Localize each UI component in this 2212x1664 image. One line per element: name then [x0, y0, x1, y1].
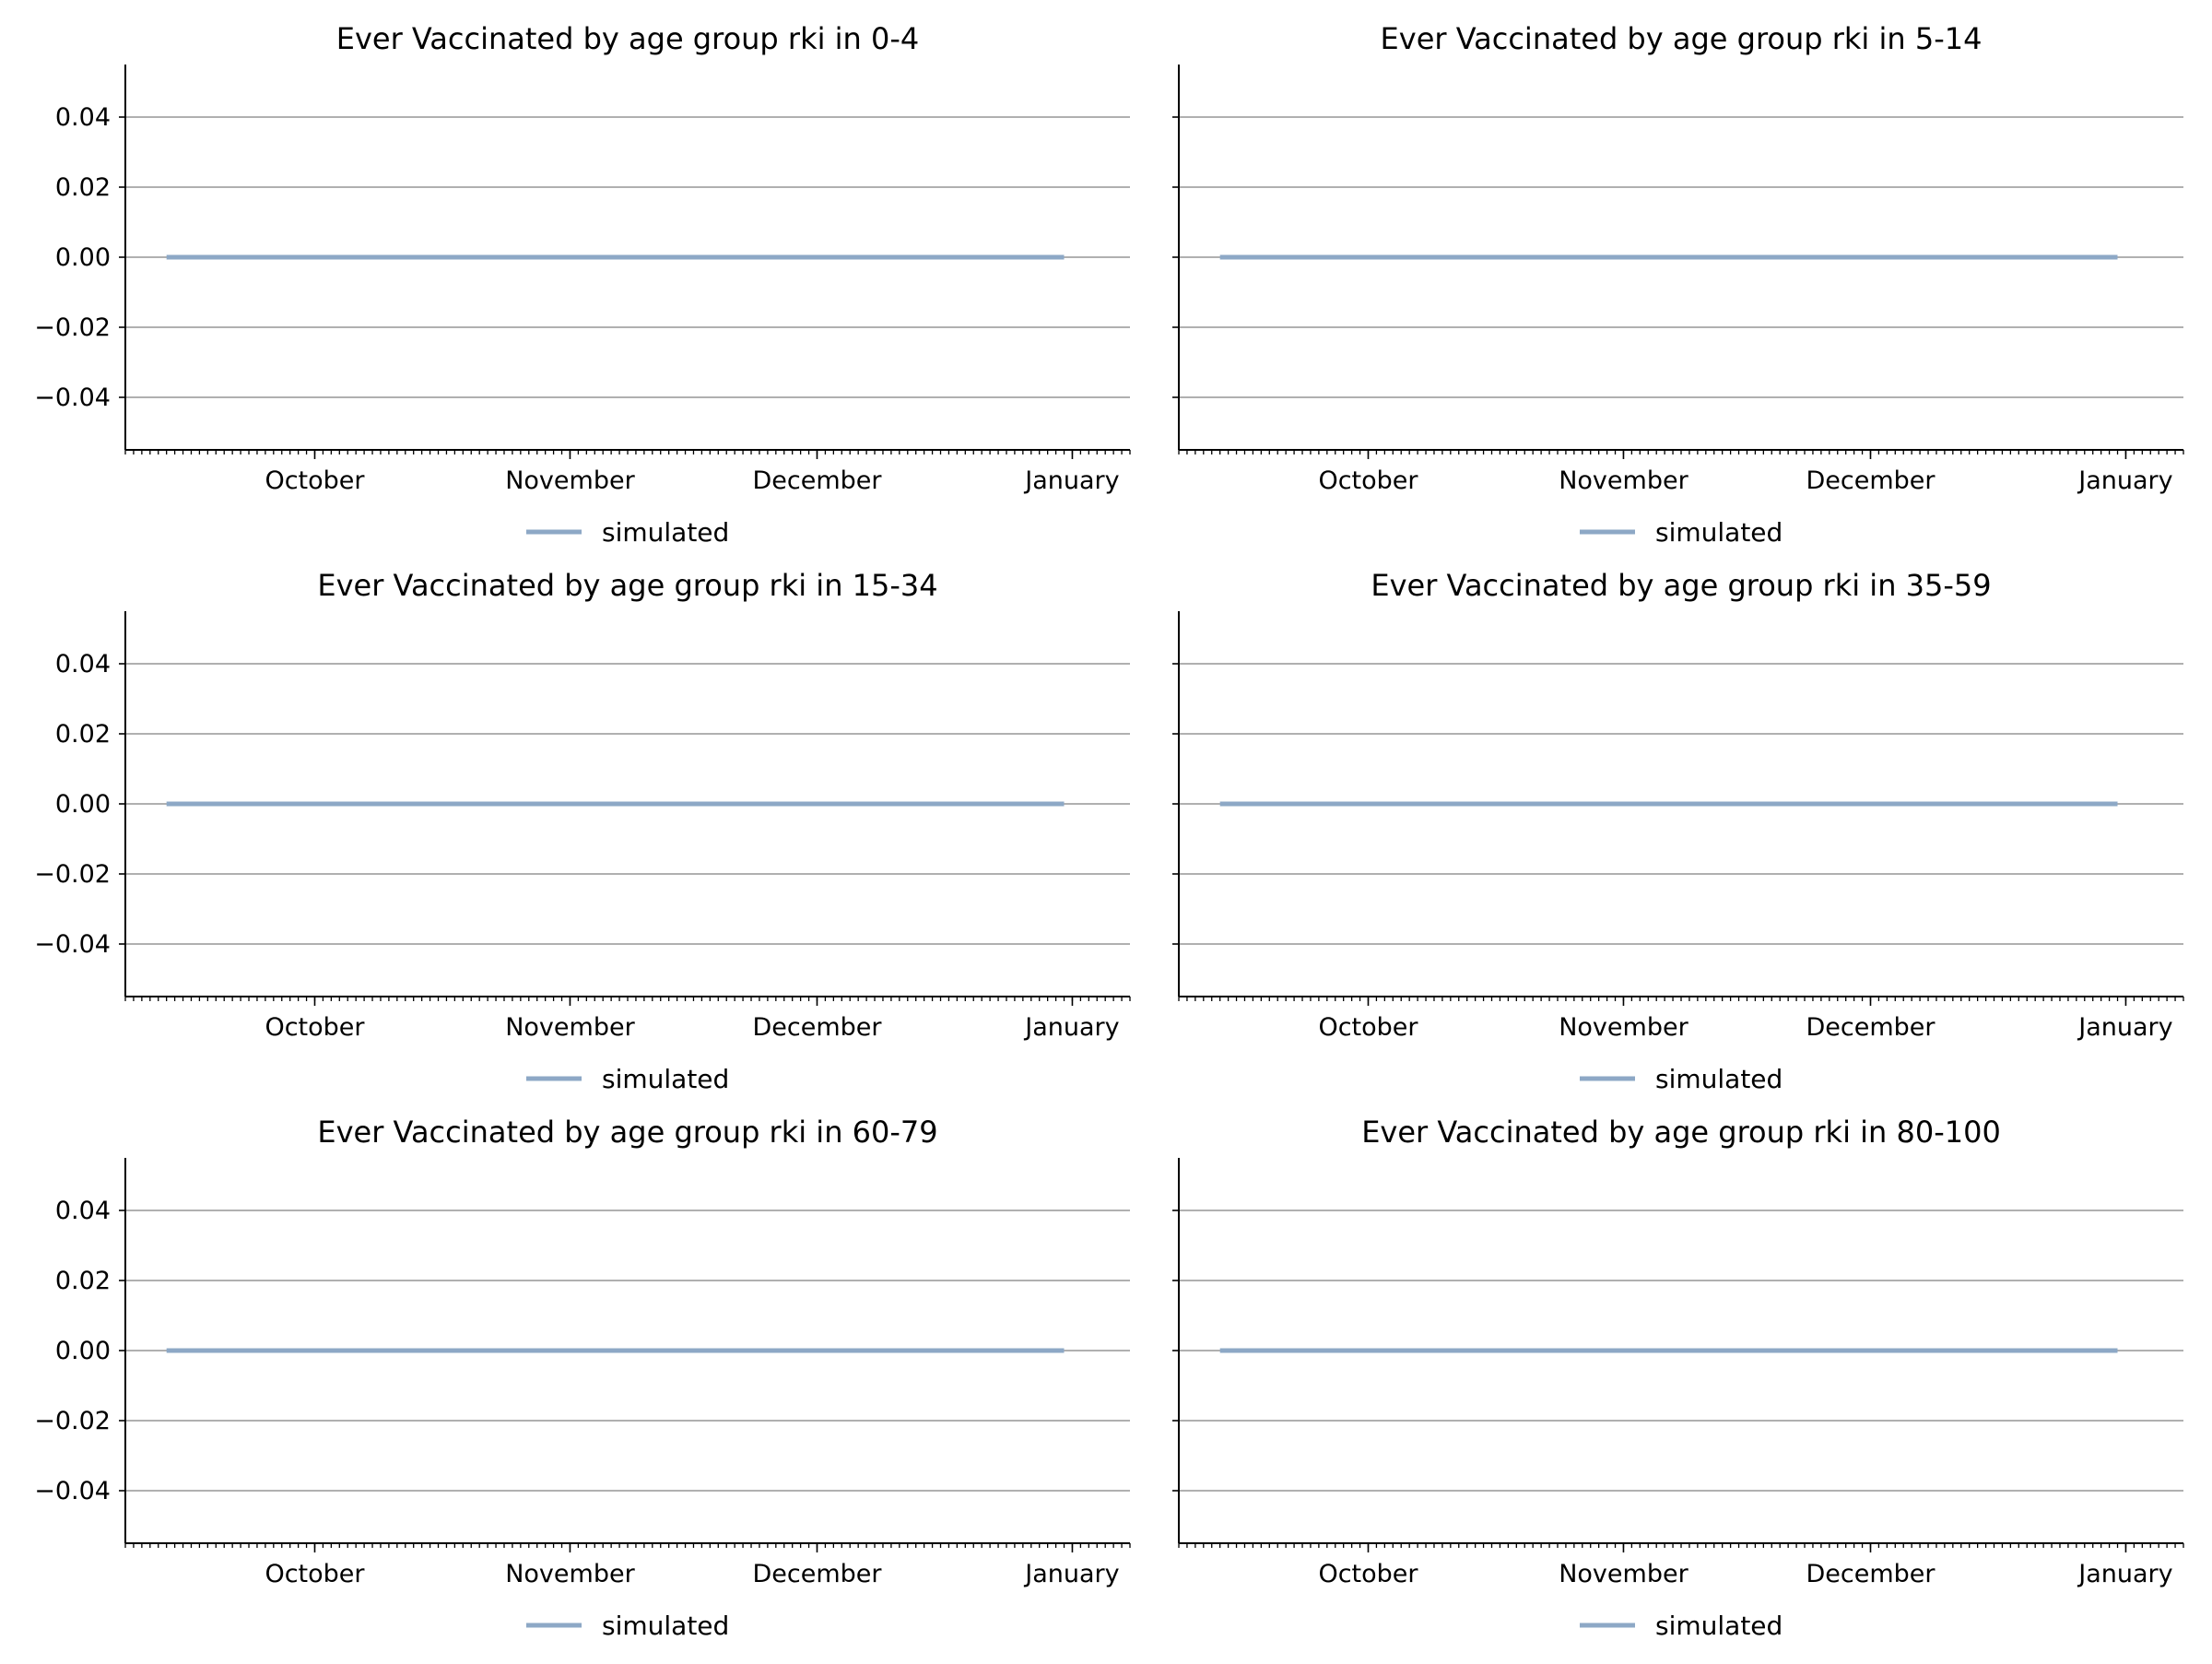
x-tick-label: October: [265, 466, 365, 495]
y-tick-label: 0.02: [55, 720, 111, 749]
x-tick-label: January: [1023, 1013, 1119, 1042]
x-tick-label: November: [505, 1013, 635, 1042]
x-tick-label: December: [1806, 466, 1936, 495]
x-tick-label: December: [1806, 1560, 1936, 1588]
subplot-title: Ever Vaccinated by age group rki in 0-4: [336, 21, 920, 56]
subplot-title: Ever Vaccinated by age group rki in 60-7…: [317, 1115, 937, 1150]
y-tick-label: 0.00: [55, 790, 111, 819]
subplot-title: Ever Vaccinated by age group rki in 35-5…: [1371, 568, 1991, 603]
subplot-6: Ever Vaccinated by age group rki in 80-1…: [1172, 1115, 2184, 1641]
y-tick-label: −0.02: [34, 1407, 111, 1435]
y-tick-label: −0.02: [34, 313, 111, 342]
legend-label: simulated: [1655, 1064, 1783, 1094]
y-tick-label: −0.04: [34, 384, 111, 412]
y-tick-label: 0.02: [55, 1267, 111, 1295]
x-tick-label: October: [1318, 466, 1418, 495]
x-tick-label: December: [1806, 1013, 1936, 1042]
y-tick-label: 0.02: [55, 173, 111, 202]
subplot-title: Ever Vaccinated by age group rki in 5-14: [1381, 21, 1983, 56]
x-tick-label: November: [1559, 466, 1688, 495]
y-tick-label: −0.04: [34, 1477, 111, 1505]
legend-label: simulated: [602, 517, 729, 548]
x-tick-label: January: [1023, 1560, 1119, 1588]
subplot-5: Ever Vaccinated by age group rki in 60-7…: [34, 1115, 1131, 1641]
y-tick-label: −0.04: [34, 930, 111, 959]
subplot-title: Ever Vaccinated by age group rki in 80-1…: [1361, 1115, 2001, 1150]
y-tick-label: −0.02: [34, 860, 111, 889]
y-tick-label: 0.04: [55, 103, 111, 132]
subplot-3: Ever Vaccinated by age group rki in 15-3…: [34, 568, 1131, 1094]
legend-label: simulated: [602, 1064, 729, 1094]
x-tick-label: November: [505, 466, 635, 495]
x-tick-label: October: [265, 1013, 365, 1042]
y-tick-label: 0.00: [55, 1337, 111, 1365]
x-tick-label: October: [1318, 1560, 1418, 1588]
subplot-4: Ever Vaccinated by age group rki in 35-5…: [1172, 568, 2184, 1094]
x-tick-label: December: [752, 1013, 882, 1042]
x-tick-label: January: [2077, 466, 2172, 495]
legend-label: simulated: [1655, 1611, 1783, 1641]
subplot-title: Ever Vaccinated by age group rki in 15-3…: [317, 568, 937, 603]
legend-label: simulated: [1655, 517, 1783, 548]
x-tick-label: January: [2077, 1560, 2172, 1588]
subplot-2: Ever Vaccinated by age group rki in 5-14…: [1172, 21, 2184, 548]
x-tick-label: January: [1023, 466, 1119, 495]
x-tick-label: December: [752, 466, 882, 495]
x-tick-label: January: [2077, 1013, 2172, 1042]
x-tick-label: November: [1559, 1560, 1688, 1588]
y-tick-label: 0.04: [55, 1197, 111, 1225]
x-tick-label: October: [265, 1560, 365, 1588]
x-tick-label: November: [1559, 1013, 1688, 1042]
legend-label: simulated: [602, 1611, 729, 1641]
x-tick-label: November: [505, 1560, 635, 1588]
x-tick-label: October: [1318, 1013, 1418, 1042]
subplot-1: Ever Vaccinated by age group rki in 0-4 0…: [34, 21, 1131, 548]
y-tick-label: 0.04: [55, 650, 111, 679]
y-tick-label: 0.00: [55, 243, 111, 272]
x-tick-label: December: [752, 1560, 882, 1588]
